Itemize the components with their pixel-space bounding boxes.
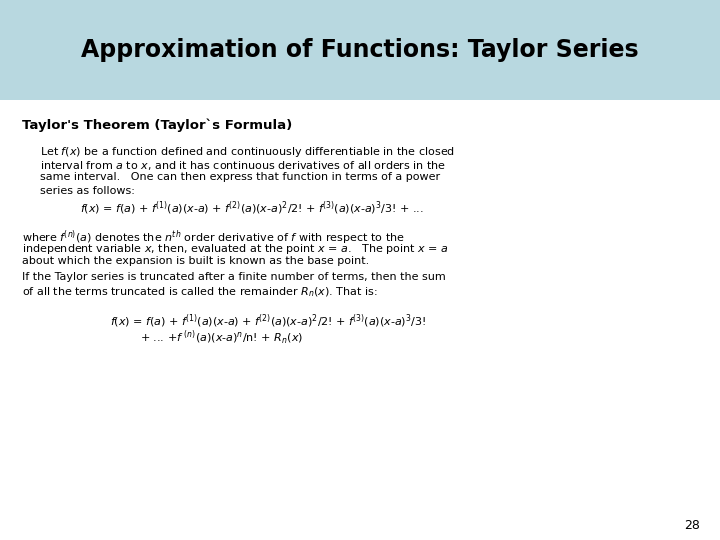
Text: same interval.   One can then express that function in terms of a power: same interval. One can then express that… [40, 172, 440, 182]
Text: + ... +$f$ $^{(n)}$($a$)($x$-$a$)$^{n}$/n! + $R_n$($x$): + ... +$f$ $^{(n)}$($a$)($x$-$a$)$^{n}$/… [140, 329, 303, 347]
Bar [0, 0, 720, 100]
Text: Let $f$($x$) be a function defined and continuously differentiable in the closed: Let $f$($x$) be a function defined and c… [40, 145, 455, 159]
Text: $f$($x$) = $f$($a$) + $f$$^{(1)}$($a$)($x$-$a$) + $f$$^{(2)}$($a$)($x$-$a$)$^{2}: $f$($x$) = $f$($a$) + $f$$^{(1)}$($a$)($… [80, 199, 424, 217]
Text: independent variable $x$, then, evaluated at the point $x$ = $a$.   The point $x: independent variable $x$, then, evaluate… [22, 242, 449, 256]
Text: of all the terms truncated is called the remainder $R_n$($x$). That is:: of all the terms truncated is called the… [22, 286, 377, 299]
Text: 28: 28 [684, 519, 700, 532]
Text: If the Taylor series is truncated after a finite number of terms, then the sum: If the Taylor series is truncated after … [22, 272, 446, 282]
Text: Taylor's Theorem (Taylor`s Formula): Taylor's Theorem (Taylor`s Formula) [22, 118, 292, 132]
Text: where $f$$^{(n)}$($a$) denotes the $n^{th}$ order derivative of $f$ with respect: where $f$$^{(n)}$($a$) denotes the $n^{t… [22, 229, 405, 247]
Text: interval from $a$ to $x$, and it has continuous derivatives of all orders in the: interval from $a$ to $x$, and it has con… [40, 159, 446, 172]
Text: $f$($x$) = $f$($a$) + $f$$^{(1)}$($a$)($x$-$a$) + $f$$^{(2)}$($a$)($x$-$a$)$^{2}: $f$($x$) = $f$($a$) + $f$$^{(1)}$($a$)($… [110, 313, 426, 330]
Text: series as follows:: series as follows: [40, 186, 135, 195]
Text: Approximation of Functions: Taylor Series: Approximation of Functions: Taylor Serie… [81, 38, 639, 62]
Text: about which the expansion is built is known as the base point.: about which the expansion is built is kn… [22, 256, 369, 266]
